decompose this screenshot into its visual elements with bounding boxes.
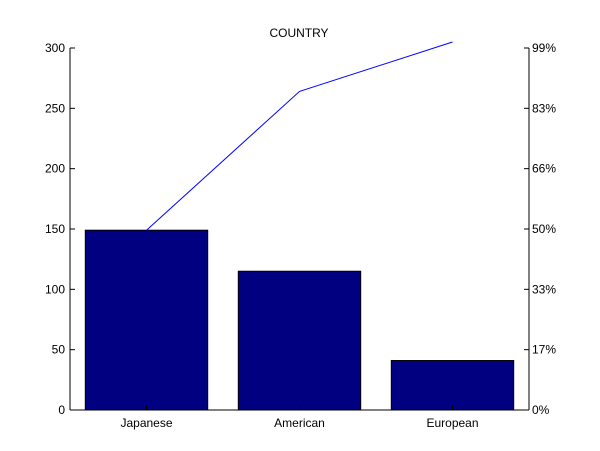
plot-area: Japanese American European 0 50 100 150 200 250 3…: [45, 41, 556, 430]
y-tick-label: 150: [45, 222, 65, 236]
y-tick-label: 50: [52, 343, 66, 357]
right-tick-label: 50%: [532, 222, 556, 236]
bar-american: [237, 270, 362, 411]
right-tick-label: 33%: [532, 282, 556, 296]
x-tick-label: Japanese: [120, 416, 172, 430]
bar-european: [390, 360, 515, 411]
right-tick-label: 17%: [532, 343, 556, 357]
y-tick-label: 200: [45, 162, 65, 176]
chart-title: COUNTRY: [269, 26, 328, 40]
cumulative-line: [146, 41, 453, 231]
x-tick-label: European: [426, 416, 478, 430]
right-tick-label: 99%: [532, 41, 556, 55]
y-tick-label: 100: [45, 282, 65, 296]
right-tick-label: 0%: [532, 403, 550, 417]
y-tick-label: 0: [58, 403, 65, 417]
x-tick-label: American: [274, 416, 325, 430]
right-tick-label: 66%: [532, 162, 556, 176]
y-tick-label: 250: [45, 101, 65, 115]
right-tick-label: 83%: [532, 101, 556, 115]
bar-japanese: [84, 229, 209, 411]
y-tick-label: 300: [45, 41, 65, 55]
